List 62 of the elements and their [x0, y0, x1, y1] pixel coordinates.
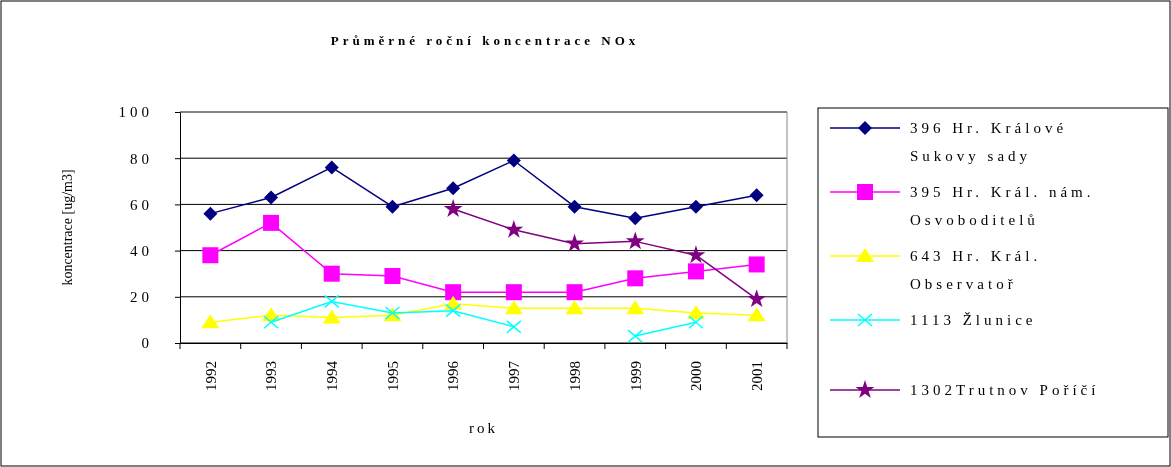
point [506, 320, 522, 334]
point [747, 307, 766, 322]
y-tick-label: 0 [141, 335, 153, 352]
x-axis-title: rok [469, 420, 498, 436]
point [688, 199, 703, 214]
point [687, 263, 704, 280]
point [443, 199, 463, 218]
x-tick-label: 1993 [263, 361, 280, 391]
point [565, 300, 584, 315]
point [263, 315, 279, 329]
point [688, 315, 704, 329]
x-tick-label: 1996 [445, 360, 462, 391]
point [747, 289, 767, 308]
x-tick-label: 1998 [566, 361, 583, 391]
point [384, 268, 401, 285]
point [324, 160, 339, 175]
x-tick-label: 1995 [384, 361, 401, 391]
point [628, 211, 643, 226]
legend-label: 1302Trutnov Poříčí [910, 382, 1100, 398]
y-tick-label: 100 [118, 104, 153, 121]
y-tick-label: 80 [130, 150, 153, 167]
x-tick-label: 1994 [324, 360, 340, 391]
point [686, 245, 706, 264]
point [749, 188, 764, 203]
x-tick-label: 2000 [688, 361, 705, 391]
point [322, 309, 341, 324]
y-axis-title: koncentrace [ug/m3] [60, 169, 75, 286]
point [626, 300, 645, 315]
point [567, 199, 582, 214]
x-tick-label: 1999 [627, 361, 644, 391]
point [504, 300, 523, 315]
point [263, 214, 280, 231]
point [627, 270, 644, 287]
point [202, 247, 219, 264]
x-tick-label: 2001 [748, 361, 765, 391]
point [445, 284, 462, 301]
chart-title: Průměrné roční koncentrace NOx [330, 33, 640, 48]
point [203, 206, 218, 221]
legend-label: 643 Hr. Král. Observatoř [910, 248, 1042, 292]
y-tick-label: 20 [130, 289, 153, 306]
point [625, 231, 645, 250]
point [505, 284, 522, 301]
point [201, 314, 220, 329]
point [446, 181, 461, 196]
y-tick-label: 40 [130, 242, 153, 259]
point [748, 256, 765, 273]
point [565, 233, 584, 252]
x-tick-label: 1992 [202, 361, 219, 391]
point [264, 190, 279, 205]
legend-label: 395 Hr. Král. nám. Osvoboditelů [910, 184, 1095, 228]
legend-label: 1113 Žlunice [910, 312, 1037, 328]
point [323, 265, 340, 282]
legend-label: 396 Hr. Králové Sukovy sady [910, 120, 1068, 164]
point [385, 199, 400, 214]
point [627, 329, 643, 343]
y-tick-label: 60 [130, 196, 153, 213]
point [504, 219, 524, 238]
point [445, 303, 461, 318]
point [506, 153, 521, 168]
point [324, 294, 340, 309]
point [566, 284, 583, 301]
x-tick-label: 1997 [506, 360, 523, 391]
